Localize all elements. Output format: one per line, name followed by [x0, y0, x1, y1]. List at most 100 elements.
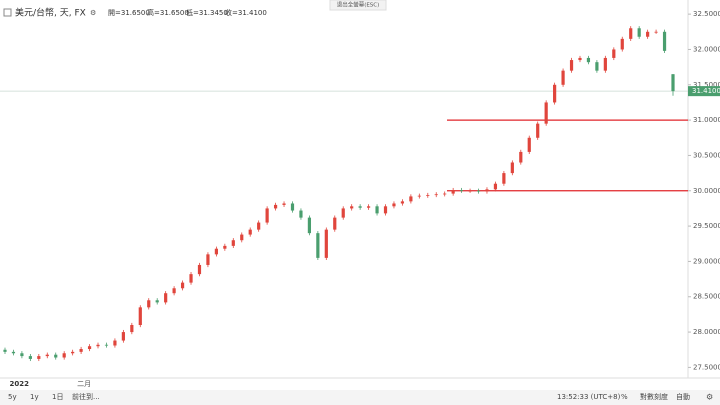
candle-body [147, 300, 151, 308]
symbol: 美元/台幣, 天, FX [15, 7, 86, 19]
candle-body [130, 325, 134, 333]
y-tick-label: 29.5000 [693, 222, 720, 230]
candle-body [519, 151, 523, 163]
y-tick-label: 30.0000 [693, 187, 720, 195]
candle-body [502, 173, 506, 184]
gear[interactable]: ⚙ [706, 393, 713, 402]
exit-button[interactable] [329, 0, 387, 11]
ohlc-value: 高=31.6500 [147, 8, 189, 17]
candle-body [510, 162, 514, 174]
candle-body [553, 84, 557, 103]
ohlc-value: 低=31.3450 [186, 8, 228, 17]
ohlc-value: 開=31.6500 [108, 9, 150, 17]
last-price-label: 31.4100 [692, 87, 720, 95]
candle-body [646, 31, 650, 37]
candle-body [290, 203, 295, 211]
candle-body [493, 183, 498, 190]
toolbar-button[interactable]: % [621, 393, 628, 401]
y-tick-label: 28.5000 [693, 293, 720, 301]
candle-body [383, 206, 388, 214]
toolbar-button[interactable]: 對數刻度 [640, 392, 668, 401]
toolbar-button[interactable]: 5y [8, 393, 17, 401]
x-tick-label: 2022 [9, 380, 29, 388]
candle-body [265, 208, 269, 223]
y-tick-label: 29.0000 [693, 257, 720, 265]
candle-body [536, 123, 540, 138]
candle-body [569, 60, 574, 71]
settings-icon[interactable]: ⚙ [90, 9, 96, 17]
candle-body [307, 217, 312, 234]
candle-body [333, 217, 337, 230]
candle-body [366, 206, 371, 208]
candle-body [3, 349, 7, 352]
candle-body [54, 354, 58, 358]
candle-body [28, 356, 32, 359]
candle-body [620, 38, 624, 50]
candle-body [400, 201, 405, 204]
candle-body [476, 190, 481, 192]
candle-body [561, 70, 565, 85]
candle-body [434, 194, 438, 196]
candle-body [71, 351, 75, 354]
candle-body [603, 57, 607, 71]
candle-body [240, 234, 244, 241]
candle-body [544, 102, 548, 124]
y-tick-label: 28.0000 [693, 328, 720, 336]
candle-body [189, 274, 193, 283]
last-price-box [688, 86, 720, 97]
candle-body [637, 28, 641, 37]
candle-body [206, 254, 210, 265]
candle-body [155, 300, 159, 303]
candle-body [11, 351, 16, 354]
toolbar-button[interactable]: 自動 [676, 392, 690, 401]
candle-body [104, 344, 109, 346]
candle-body [273, 204, 278, 209]
candle-body [138, 307, 142, 326]
candle-body [527, 137, 531, 152]
candle-body [214, 248, 218, 255]
candle-body [468, 190, 472, 192]
candle-body [595, 62, 599, 71]
collapse-icon[interactable] [3, 8, 12, 17]
candle-body [409, 196, 413, 202]
y-tick-label: 27.5000 [693, 363, 720, 371]
candle-body [578, 57, 582, 61]
y-tick-label: 32.0000 [693, 45, 720, 53]
candle-body [96, 344, 100, 347]
toolbar-button[interactable]: 13:52:33 (UTC+8) [557, 393, 621, 401]
toolbar-button[interactable]: 1y [30, 393, 39, 401]
candle-body [417, 195, 421, 197]
candle-body [460, 190, 464, 191]
candle-body [316, 233, 320, 258]
candle-body [231, 240, 235, 246]
candle-body [248, 229, 252, 235]
candle-body [299, 210, 303, 218]
candle-body [392, 203, 396, 207]
candle-body [358, 206, 362, 208]
y-tick-label: 30.5000 [693, 151, 720, 159]
candle-body [282, 203, 286, 205]
y-tick-label: 31.5000 [693, 81, 720, 89]
candle-body [426, 195, 430, 196]
candle-body [62, 353, 66, 358]
candle-body [257, 222, 261, 230]
toolbar-button[interactable]: 前往到... [72, 392, 100, 401]
toolbar-button[interactable]: 1日 [52, 393, 63, 401]
candle-body [629, 28, 633, 39]
candle-body [612, 49, 616, 58]
candle-body [20, 353, 24, 357]
candle-body [451, 190, 455, 194]
candle-body [87, 346, 92, 350]
candle-body [45, 354, 49, 357]
candle-body [586, 57, 591, 63]
candle-body [654, 31, 658, 33]
y-tick-label: 31.0000 [693, 116, 720, 124]
candle-body [324, 229, 328, 258]
exit-fullscreen[interactable]: 退出全螢幕(ESC) [337, 1, 380, 9]
candle-body [485, 189, 489, 192]
candle-body [662, 31, 667, 51]
x-tick-label: 二月 [77, 380, 91, 388]
candle-body [375, 206, 379, 214]
ohlc-value: 收=31.4100 [225, 8, 267, 17]
